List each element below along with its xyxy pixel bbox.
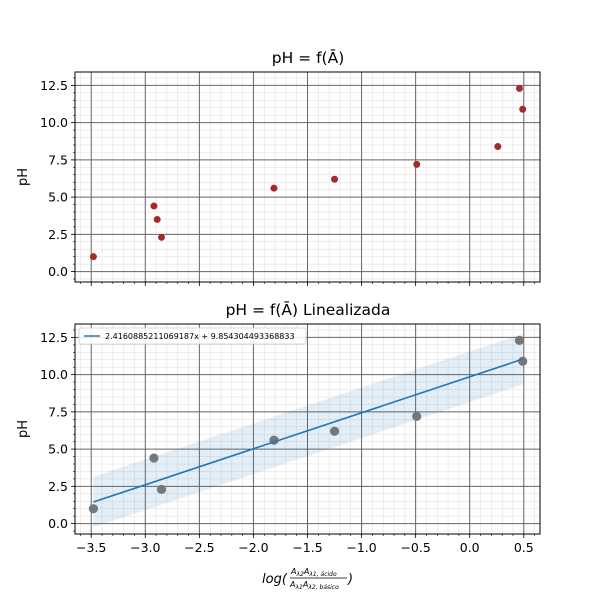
x-axis-label: log( Aλ2Aλ1, ácido Aλ1Aλ2, básico )	[262, 567, 353, 591]
y-ticks: 0.0 2.5 5.0 7.5 10.0 12.5	[40, 77, 75, 280]
y-tick-label: 12.5	[40, 78, 68, 93]
x-tick-label: −0.5	[400, 540, 430, 555]
legend-box	[78, 327, 307, 345]
data-point	[412, 411, 422, 421]
data-point	[519, 105, 527, 113]
data-point	[515, 84, 523, 92]
data-point	[158, 233, 166, 241]
data-point	[150, 202, 158, 210]
data-point	[156, 484, 167, 494]
y-tick-label: 12.5	[40, 330, 68, 345]
chart-ph-linearized: pH = f(Ā) Linealizada −3.5 −3.0 −2.5 −2.0 −1…	[16, 301, 541, 591]
y-axis-label: pH	[16, 168, 31, 186]
x-tick-label: 0.0	[460, 540, 480, 555]
chart-title: pH = f(Ā) Linealizada	[226, 301, 391, 319]
y-tick-label: 2.5	[48, 227, 68, 242]
x-axis-label-numerator: Aλ2Aλ1, ácido	[290, 567, 337, 578]
minor-grid	[75, 324, 540, 534]
x-tick-label: 0.5	[514, 540, 534, 555]
data-point	[329, 426, 340, 436]
y-tick-label: 10.0	[40, 367, 68, 382]
y-tick-label: 0.0	[48, 264, 68, 279]
legend-label: 2.4160885211069187x + 9.854304493368833	[105, 332, 295, 341]
y-tick-label: 7.5	[48, 152, 68, 167]
x-tick-label: −2.5	[184, 540, 214, 555]
y-tick-label: 10.0	[40, 115, 68, 130]
y-tick-label: 2.5	[48, 479, 68, 494]
data-point	[88, 504, 98, 514]
x-axis-label-denominator: Aλ1Aλ2, básico	[289, 580, 339, 591]
data-point	[518, 356, 528, 366]
fit-line-segment	[93, 358, 523, 503]
x-ticks: −3.5 −3.0 −2.5 −2.0 −1.5 −1.0 −0.5 0.0 0.5	[76, 534, 535, 555]
y-tick-label: 5.0	[48, 442, 68, 457]
data-point	[331, 175, 339, 183]
major-grid	[75, 72, 540, 282]
y-tick-label: 7.5	[48, 404, 68, 419]
legend: 2.4160885211069187x + 9.854304493368833	[78, 327, 307, 345]
x-tick-label: −1.5	[292, 540, 322, 555]
data-point	[270, 184, 278, 192]
x-tick-label: −2.0	[238, 540, 268, 555]
data-point	[494, 142, 502, 150]
x-tick-label: −3.5	[76, 540, 106, 555]
chart-ph-vs-a: pH = f(Ā) 0.0 2.5 5.0 7.5 10.0 12.5 pH	[16, 49, 541, 286]
x-ticks	[80, 282, 535, 286]
x-tick-label: −1.0	[346, 540, 376, 555]
data-point	[413, 160, 421, 168]
y-axis-label: pH	[16, 420, 31, 438]
data-points	[88, 335, 528, 514]
data-point	[149, 453, 159, 463]
data-point	[514, 335, 525, 345]
y-tick-label: 5.0	[48, 190, 68, 205]
x-tick-label: −3.0	[130, 540, 160, 555]
data-points	[89, 84, 527, 261]
x-axis-label-prefix: log(	[262, 572, 288, 587]
svg-text:Aλ2Aλ1, ácido: Aλ2Aλ1, ácido	[290, 567, 337, 578]
y-ticks: 0.0 2.5 5.0 7.5 10.0 12.5	[40, 329, 75, 532]
y-tick-label: 0.0	[48, 516, 68, 531]
data-point	[89, 253, 97, 261]
data-point	[153, 215, 161, 223]
svg-text:Aλ1Aλ2, básico: Aλ1Aλ2, básico	[289, 580, 339, 591]
fit-line	[93, 358, 523, 503]
x-axis-label-suffix: )	[347, 572, 353, 587]
chart-title: pH = f(Ā)	[272, 49, 345, 67]
